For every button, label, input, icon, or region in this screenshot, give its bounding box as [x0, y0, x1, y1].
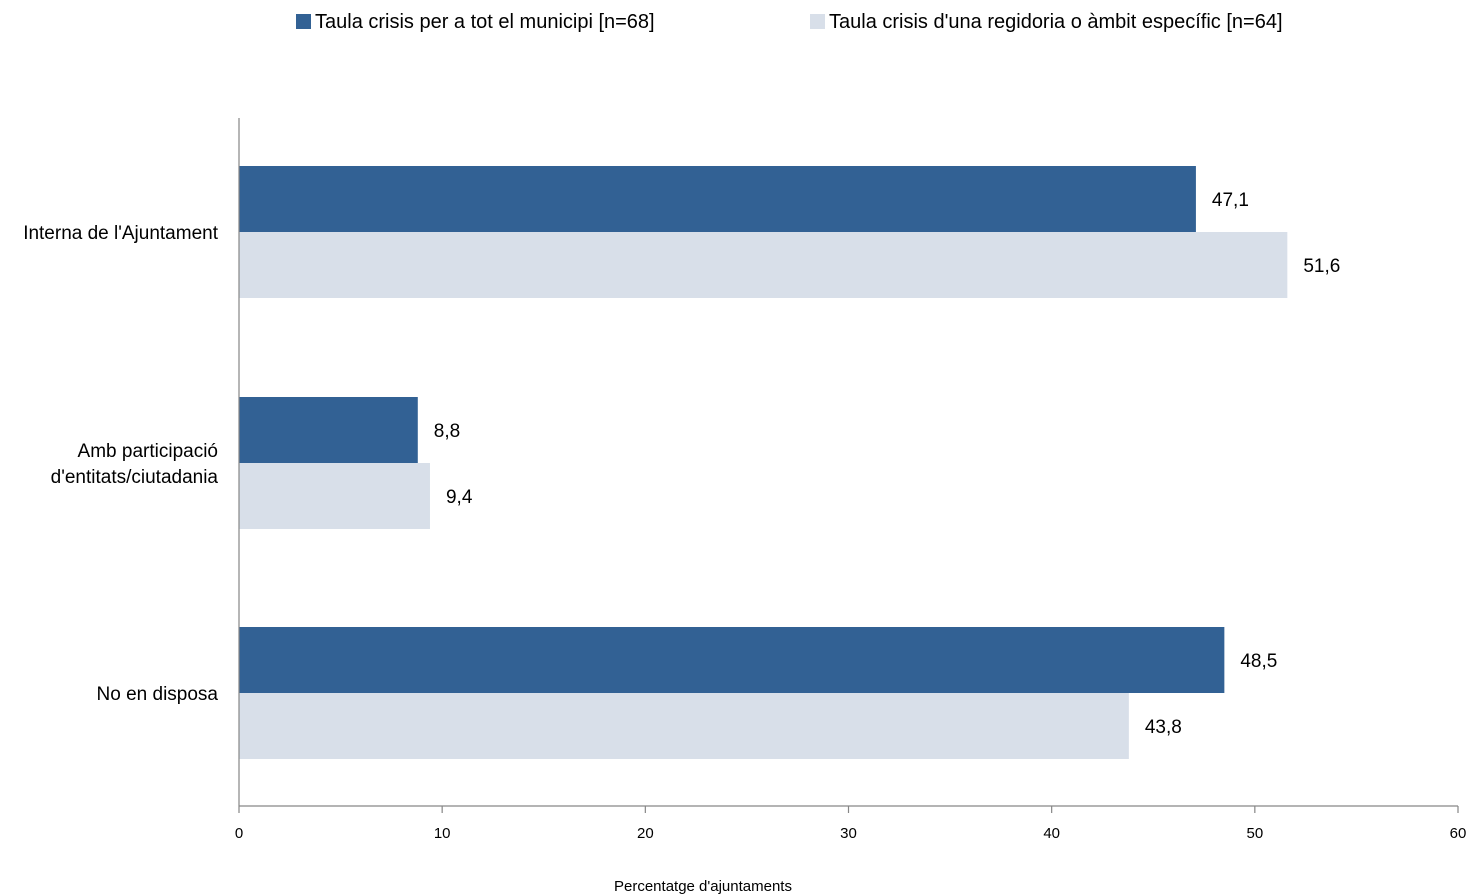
category-label-2-line-1: Amb participació — [78, 441, 218, 462]
data-labels-group: 47,1 51,6 8,8 9,4 48,5 43,8 — [434, 190, 1341, 738]
x-tick-label-0: 0 — [235, 825, 243, 842]
bar-3-series-2 — [239, 693, 1129, 759]
legend-swatch-2 — [810, 14, 825, 29]
category-label-1: Interna de l'Ajuntament — [23, 223, 219, 244]
bar-3-series-1 — [239, 627, 1225, 693]
category-labels-group: Interna de l'Ajuntament Amb participació d… — [23, 223, 219, 705]
x-tick-label-50: 50 — [1246, 825, 1263, 842]
category-label-3: No en disposa — [97, 684, 219, 705]
x-tick-label-20: 20 — [637, 825, 654, 842]
legend-label-2: Taula crisis d'una regidoria o àmbit esp… — [829, 11, 1283, 33]
x-ticks-group: 0 10 20 30 40 50 60 — [235, 806, 1467, 842]
data-label-3-series-1: 48,5 — [1240, 651, 1277, 672]
x-tick-label-30: 30 — [840, 825, 857, 842]
bar-1-series-1 — [239, 166, 1196, 232]
legend-swatch-1 — [296, 14, 311, 29]
category-label-2-line-2: d'entitats/ciutadania — [51, 467, 219, 488]
x-tick-label-60: 60 — [1450, 825, 1467, 842]
bar-2-series-2 — [239, 463, 430, 529]
data-label-1-series-2: 51,6 — [1303, 256, 1340, 277]
legend-label-1: Taula crisis per a tot el municipi [n=68… — [315, 11, 655, 33]
data-label-3-series-2: 43,8 — [1145, 717, 1182, 738]
bar-2-series-1 — [239, 397, 418, 463]
data-label-2-series-2: 9,4 — [446, 487, 473, 508]
x-tick-label-10: 10 — [434, 825, 451, 842]
x-tick-label-40: 40 — [1043, 825, 1060, 842]
bar-1-series-2 — [239, 232, 1288, 298]
data-label-2-series-1: 8,8 — [434, 421, 460, 442]
bars-group — [239, 166, 1288, 759]
x-axis-title: Percentatge d'ajuntaments — [614, 878, 792, 895]
data-label-1-series-1: 47,1 — [1212, 190, 1249, 211]
legend: Taula crisis per a tot el municipi [n=68… — [296, 11, 1283, 33]
